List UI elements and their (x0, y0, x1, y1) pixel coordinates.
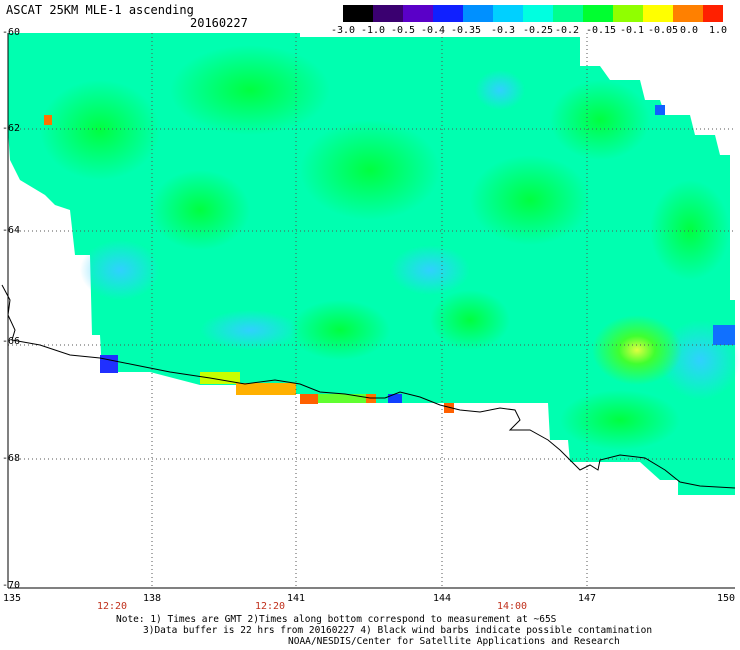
colorbar-tick: -0.5 (390, 25, 416, 36)
time-label: 12:20 (254, 601, 286, 612)
colorbar-tick: -0.4 (420, 25, 446, 36)
colorbar-segment (493, 5, 523, 22)
colorbar-segment (433, 5, 463, 22)
lat-label: -60 (2, 27, 21, 38)
colorbar-segment (583, 5, 613, 22)
product-title: ASCAT 25KM MLE-1 ascending (6, 3, 194, 17)
colorbar-tick: 1.0 (708, 25, 728, 36)
colorbar-segment (343, 5, 373, 22)
credit-line: NOAA/NESDIS/Center for Satellite Applica… (288, 636, 620, 647)
lon-label: 135 (2, 593, 22, 604)
lon-label: 138 (142, 593, 162, 604)
lat-label: -70 (2, 580, 21, 591)
axis-frame (7, 33, 735, 589)
colorbar-segment (673, 5, 703, 22)
lon-label: 144 (432, 593, 452, 604)
footnotes: Note: 1) Times are GMT 2)Times along bot… (0, 614, 740, 647)
lon-label: 147 (577, 593, 597, 604)
colorbar-segment (403, 5, 433, 22)
colorbar-tick: 0.0 (679, 25, 699, 36)
antarctic-coastline (1, 284, 736, 489)
wind-field (8, 33, 740, 495)
colorbar-segment (643, 5, 673, 22)
note-line-1: Note: 1) Times are GMT 2)Times along bot… (116, 614, 557, 625)
lat-label: -64 (2, 225, 21, 236)
lat-label: -68 (2, 453, 21, 464)
product-date: 20160227 (190, 16, 248, 30)
lat-label: -62 (2, 123, 21, 134)
colorbar-segment (463, 5, 493, 22)
colorbar-tick: -0.2 (554, 25, 580, 36)
colorbar-tick: -0.3 (490, 25, 516, 36)
lat-lon-grid (8, 33, 735, 588)
colorbar-tick: -0.15 (585, 25, 617, 36)
note-line-2: 3)Data buffer is 22 hrs from 20160227 4)… (143, 625, 653, 636)
lon-label: 150 (716, 593, 736, 604)
colorbar-tick: -0.05 (647, 25, 679, 36)
colorbar-segment (553, 5, 583, 22)
colorbar-segment (613, 5, 643, 22)
colorbar-tick: -0.1 (619, 25, 645, 36)
colorbar-tick: -1.0 (360, 25, 386, 36)
lat-label: -66 (2, 336, 21, 347)
colorbar-tick: -0.35 (450, 25, 482, 36)
colorbar-segment (373, 5, 403, 22)
time-label: 14:00 (496, 601, 528, 612)
lon-label: 141 (286, 593, 306, 604)
colorbar-segment (523, 5, 553, 22)
colorbar (343, 5, 723, 22)
colorbar-tick: -3.0 (330, 25, 356, 36)
colorbar-tick: -0.25 (522, 25, 554, 36)
colorbar-segment (703, 5, 723, 22)
time-label: 12:20 (96, 601, 128, 612)
